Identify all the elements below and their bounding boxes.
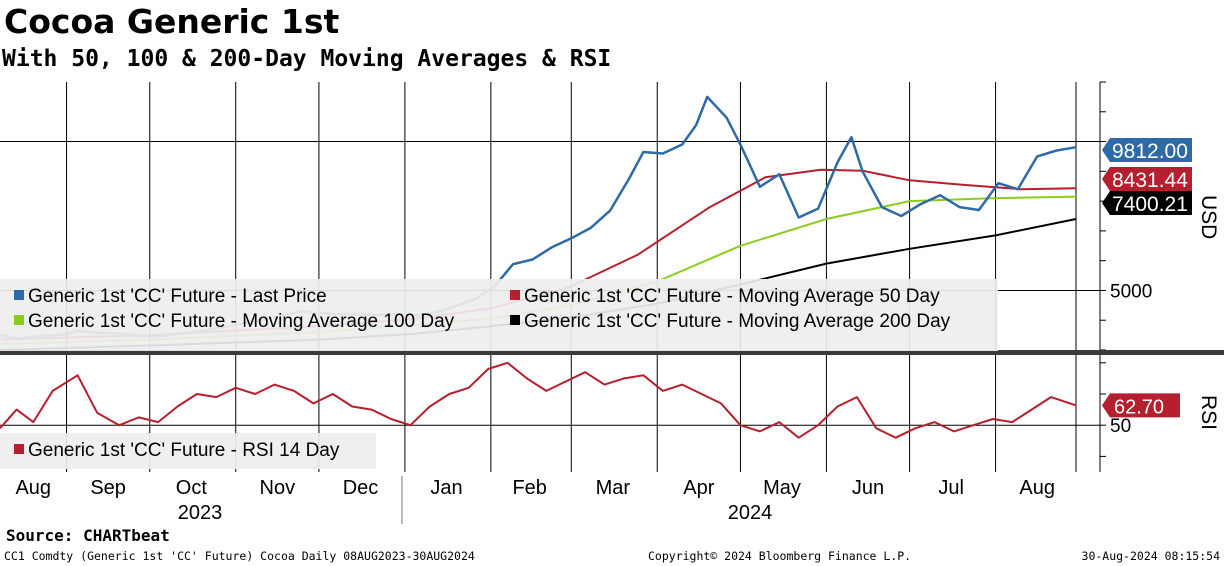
- source-label: Source: CHARTbeat: [6, 526, 170, 545]
- price-legend-box: [0, 279, 998, 351]
- chart-area: 5000 50 Generic 1st 'CC' Future - Last Pri…: [0, 81, 1224, 524]
- price-value-label-2: 7400.21: [1102, 191, 1192, 216]
- month-label-12: Aug: [1019, 477, 1055, 499]
- month-label-7: Mar: [596, 477, 631, 499]
- price-value-label-text-1: 8431.44: [1112, 169, 1188, 192]
- rsi-value-label: 62.70: [1102, 393, 1180, 418]
- price-value-label-text-2: 7400.21: [1112, 193, 1188, 216]
- month-label-3: Nov: [260, 477, 296, 499]
- legend-label-1: Generic 1st 'CC' Future - Moving Average…: [524, 286, 940, 307]
- price-value-label-1: 8431.44: [1102, 167, 1192, 192]
- chart-subtitle: With 50, 100 & 200-Day Moving Averages &…: [2, 46, 612, 72]
- legend-swatch-3: [510, 315, 520, 325]
- rsi-value-label-bg: [1102, 393, 1180, 418]
- rsi-value-label-text: 62.70: [1114, 396, 1164, 418]
- chart-title: Cocoa Generic 1st: [4, 2, 340, 41]
- price-value-label-bg-2: [1102, 191, 1192, 215]
- footer-timestamp: 30-Aug-2024 08:15:54: [1081, 549, 1220, 563]
- month-label-4: Dec: [343, 477, 379, 499]
- month-label-6: Feb: [512, 477, 546, 499]
- legend-label-0: Generic 1st 'CC' Future - Last Price: [28, 286, 327, 307]
- month-label-2: Oct: [176, 477, 208, 499]
- year-label-1: 2024: [728, 502, 773, 524]
- price-value-label-0: 9812.00: [1102, 138, 1192, 163]
- footer-copyright: Copyright© 2024 Bloomberg Finance L.P.: [648, 549, 912, 563]
- panel-divider: [0, 350, 1224, 355]
- rsi-unit-label: RSI: [1197, 395, 1220, 430]
- price-unit-label: USD: [1197, 195, 1220, 239]
- legend-swatch-2: [14, 315, 24, 325]
- rsi-series-line: [0, 361, 1077, 439]
- legend-label-2: Generic 1st 'CC' Future - Moving Average…: [28, 311, 455, 332]
- year-label-0: 2023: [178, 502, 223, 524]
- rsi-legend-box: [0, 433, 376, 469]
- month-label-5: Jan: [430, 477, 462, 499]
- month-label-0: Aug: [15, 477, 51, 499]
- price-value-label-bg-0: [1102, 138, 1192, 162]
- price-value-label-text-0: 9812.00: [1112, 140, 1188, 163]
- month-label-9: May: [763, 477, 801, 499]
- legend-swatch-0: [14, 290, 24, 300]
- month-label-1: Sep: [90, 477, 126, 499]
- rsi-legend-label: Generic 1st 'CC' Future - RSI 14 Day: [28, 440, 340, 461]
- price-value-label-bg-1: [1102, 167, 1192, 191]
- rsi-legend-swatch: [14, 444, 24, 454]
- legend-label-3: Generic 1st 'CC' Future - Moving Average…: [524, 311, 951, 332]
- price-tick-label: 5000: [1110, 281, 1152, 302]
- rsi-tick-label: 50: [1110, 416, 1131, 437]
- legend-swatch-1: [510, 290, 520, 300]
- month-label-11: Jul: [938, 477, 964, 499]
- month-label-10: Jun: [852, 477, 884, 499]
- month-label-8: Apr: [683, 477, 714, 499]
- footer-ticker-info: CC1 Comdty (Generic 1st 'CC' Future) Coc…: [4, 549, 475, 563]
